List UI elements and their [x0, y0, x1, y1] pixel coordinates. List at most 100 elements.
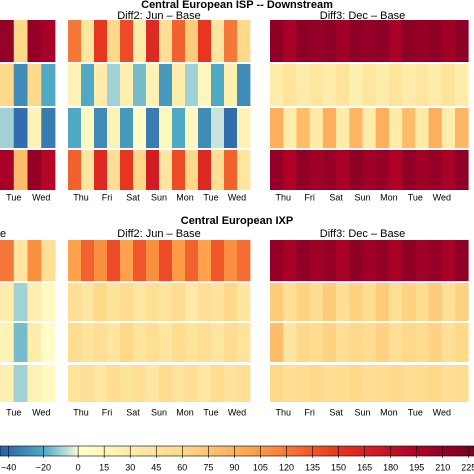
- heatmap-cell: [120, 283, 134, 321]
- heatmap-cell: [13, 240, 28, 281]
- heatmap-cell: [211, 108, 225, 148]
- heatmap-cell: [172, 283, 186, 321]
- colorbar-tick-label: 30: [125, 462, 135, 472]
- panel-title: Diff3: Dec – Base: [320, 10, 405, 22]
- day-label: Mon: [380, 192, 398, 202]
- heatmap-cell: [94, 20, 108, 62]
- heatmap-cell: [455, 283, 469, 321]
- heatmap-cell: [133, 64, 147, 106]
- heatmap-cell: [94, 108, 108, 148]
- heatmap-cell: [224, 365, 238, 402]
- heatmap-cell: [224, 64, 238, 106]
- heatmap-cell: [441, 365, 456, 402]
- heatmap-cell: [198, 64, 212, 106]
- heatmap-cell: [388, 240, 403, 281]
- heatmap-cell: [224, 108, 238, 148]
- day-label: Tue: [408, 407, 423, 417]
- heatmap-cell: [172, 150, 186, 190]
- heatmap-cell: [237, 365, 251, 402]
- heatmap-cell: [283, 365, 297, 402]
- heatmap-cell: [428, 20, 443, 62]
- heatmap-cell: [172, 323, 186, 362]
- heatmap-cell: [270, 150, 284, 190]
- colorbar-tick-label: 75: [203, 462, 213, 472]
- heatmap-cell: [362, 365, 377, 402]
- heatmap-cell: [27, 323, 42, 362]
- heatmap-cell: [322, 108, 337, 148]
- heatmap-cell: [349, 64, 363, 106]
- heatmap-cell: [133, 150, 147, 190]
- heatmap-cell: [41, 283, 56, 321]
- heatmap-cell: [296, 20, 311, 62]
- heatmap-cell: [133, 365, 147, 402]
- heatmap-cell: [375, 283, 390, 321]
- heatmap-cell: [41, 108, 56, 148]
- heatmap-cell: [428, 323, 443, 362]
- heatmap-cell: [336, 323, 350, 362]
- heatmap-cell: [120, 20, 134, 62]
- heatmap-cell: [146, 20, 160, 62]
- heatmap-cell: [185, 283, 199, 321]
- heatmap-cell: [428, 240, 443, 281]
- day-label: Sun: [354, 192, 370, 202]
- heatmap-cell: [336, 365, 350, 402]
- heatmap-cell: [159, 283, 173, 321]
- heatmap-cell: [402, 283, 416, 321]
- heatmap-cell: [94, 283, 108, 321]
- heatmap-cell: [309, 240, 324, 281]
- heatmap-cell: [13, 365, 28, 402]
- heatmap-cell: [322, 20, 337, 62]
- heatmap-cell: [198, 365, 212, 402]
- heatmap-cell: [375, 323, 390, 362]
- heatmap-cell: [27, 108, 42, 148]
- heatmap-cell: [322, 150, 337, 190]
- colorbar: [0, 445, 474, 457]
- day-label: Sun: [151, 407, 167, 417]
- heatmap-cell: [402, 365, 416, 402]
- heatmap-cell: [81, 323, 95, 362]
- heatmap-cell: [0, 283, 15, 321]
- heatmap-cell: [322, 323, 337, 362]
- day-label: Wed: [228, 407, 246, 417]
- day-label: Fri: [304, 407, 315, 417]
- heatmap-cell: [120, 323, 134, 362]
- heatmap-cell: [270, 108, 284, 148]
- heatmap-cell: [415, 64, 429, 106]
- heatmap-cell: [336, 240, 350, 281]
- colorbar-tick-label: 105: [253, 462, 268, 472]
- heatmap-cell: [322, 64, 337, 106]
- heatmap-cell: [68, 64, 82, 106]
- heatmap-cell: [270, 365, 284, 402]
- heatmap-cell: [415, 108, 429, 148]
- heatmap-cell: [27, 283, 42, 321]
- heatmap-cell: [237, 323, 251, 362]
- heatmap-cell: [107, 108, 121, 148]
- heatmap-cell: [146, 283, 160, 321]
- heatmap-cell: [185, 108, 199, 148]
- heatmap-cell: [146, 240, 160, 281]
- colorbar-tick-label: 60: [177, 462, 187, 472]
- heatmap-cell: [336, 64, 350, 106]
- heatmap-cell: [159, 240, 173, 281]
- colorbar-tick-label: 210: [435, 462, 450, 472]
- heatmap-cell: [349, 150, 363, 190]
- heatmap-cell: [81, 150, 95, 190]
- heatmap-cell: [13, 108, 28, 148]
- heatmap-cell: [198, 323, 212, 362]
- heatmap-cell: [309, 150, 324, 190]
- heatmap-cell: [362, 20, 377, 62]
- heatmap-cell: [27, 150, 42, 190]
- heatmap-cell: [388, 108, 403, 148]
- heatmap-cell: [81, 240, 95, 281]
- heatmap-cell: [185, 323, 199, 362]
- colorbar-tick-label: −20: [36, 462, 51, 472]
- heatmap-cell: [309, 64, 324, 106]
- heatmap-cell: [133, 283, 147, 321]
- heatmap-cell: [388, 150, 403, 190]
- heatmap-cell: [172, 108, 186, 148]
- heatmap-cell: [296, 365, 311, 402]
- colorbar-tick-label: 0: [76, 462, 81, 472]
- colorbar-tick-label: 120: [279, 462, 294, 472]
- day-label: Fri: [102, 407, 113, 417]
- colorbar-tick-label: 150: [331, 462, 346, 472]
